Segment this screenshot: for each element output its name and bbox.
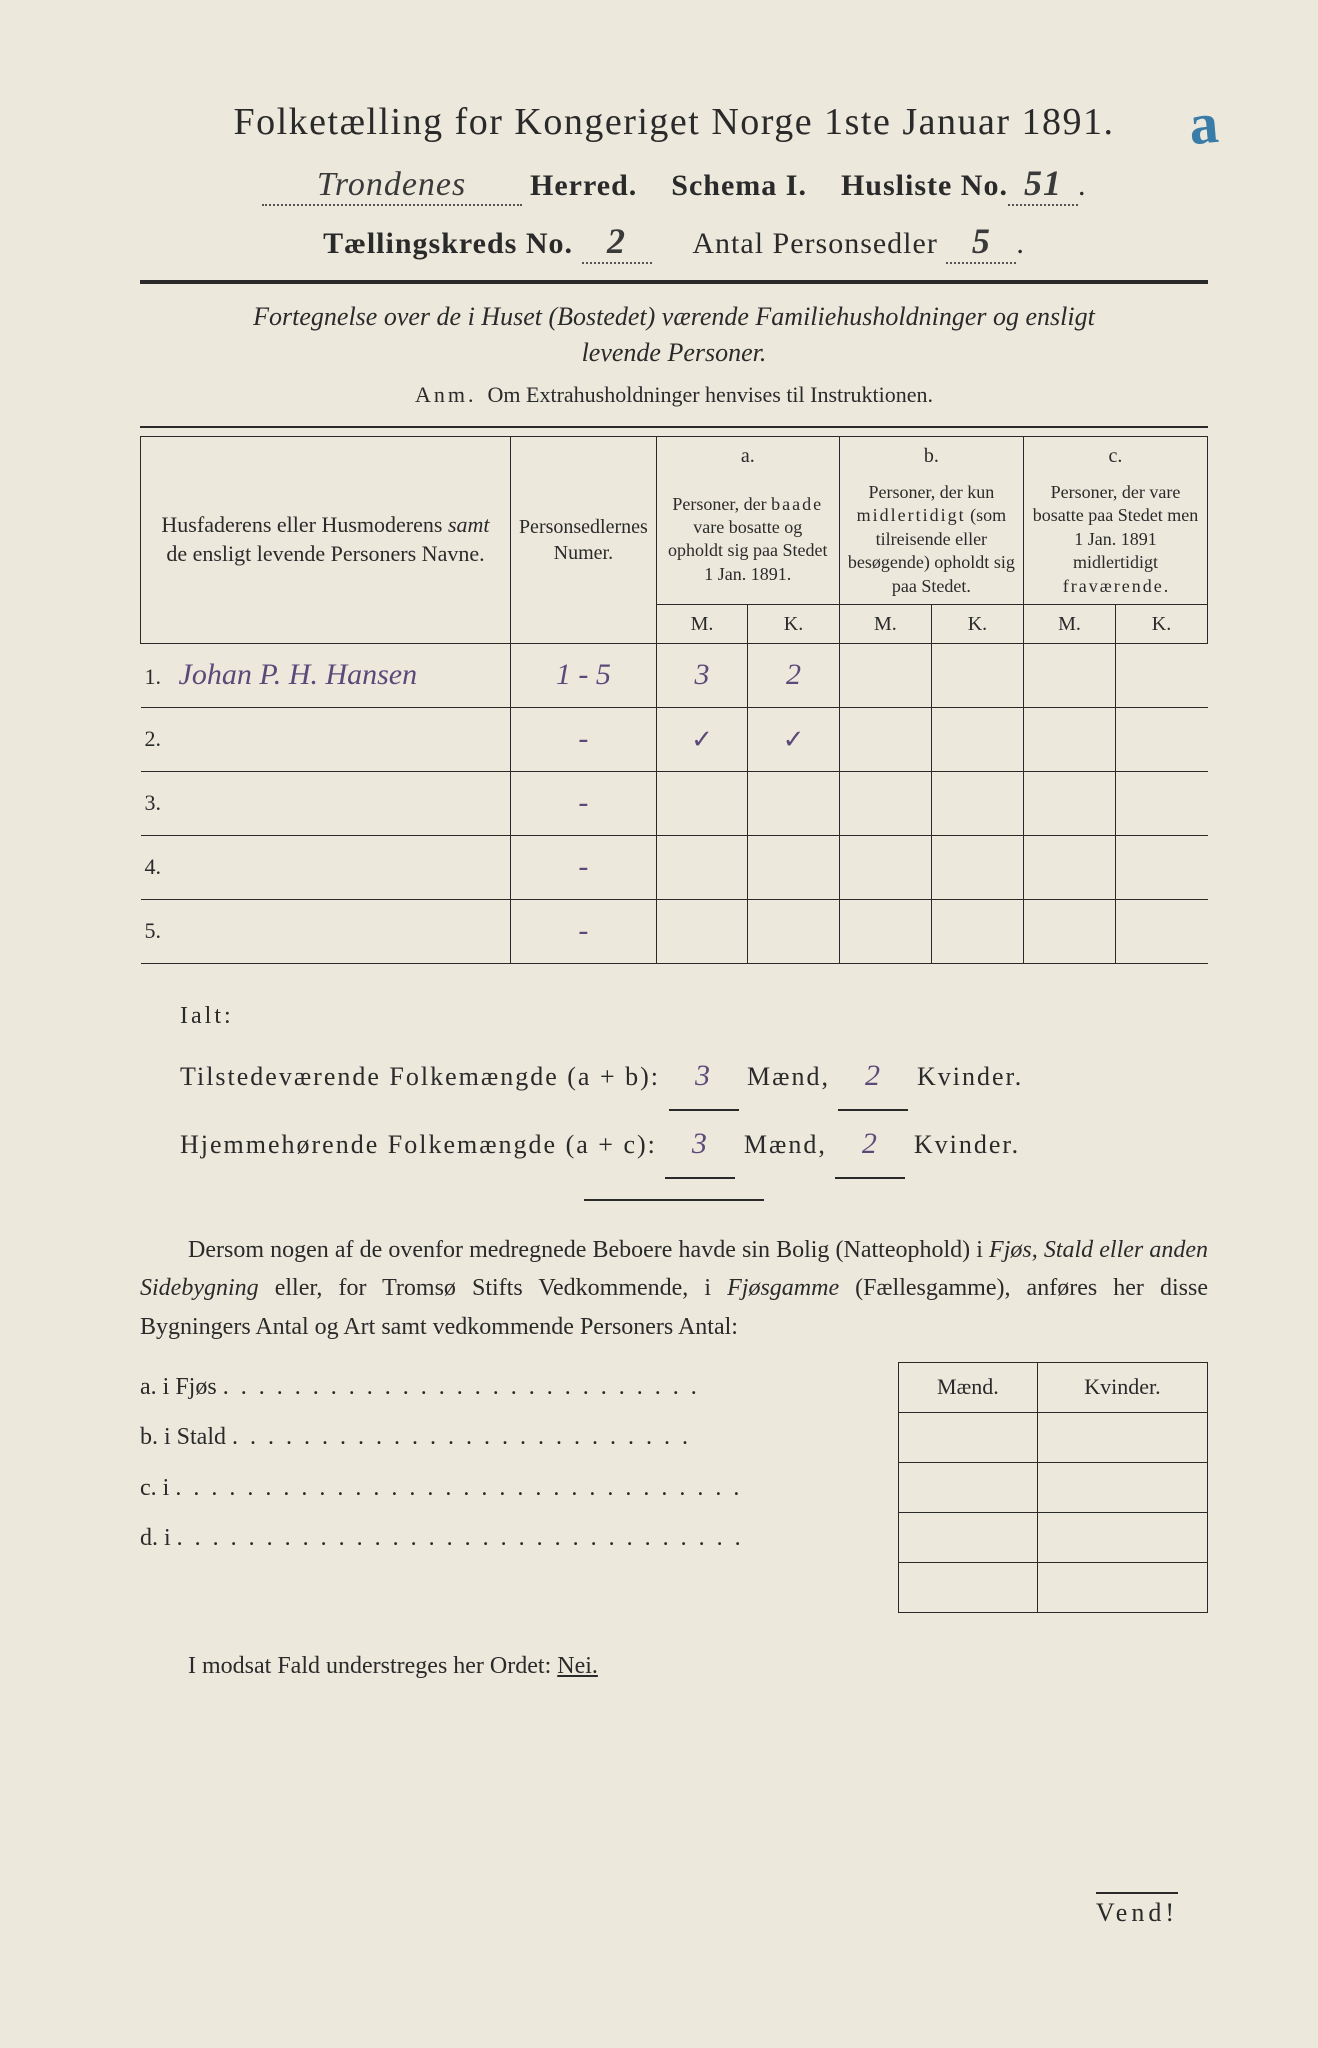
col-c-k: K. [1116, 604, 1208, 643]
kreds-no: 2 [582, 220, 652, 264]
vend-label: Vend! [1096, 1892, 1178, 1928]
subtitle-2: levende Personer. [140, 338, 1208, 368]
husliste-label: Husliste No. [841, 169, 1008, 202]
col-b-top: b. [839, 437, 1023, 476]
anm-line: Anm. Om Extrahusholdninger henvises til … [140, 382, 1208, 408]
small-col-m: Mænd. [899, 1362, 1038, 1412]
herred-value: Trondenes [262, 166, 522, 206]
small-b-k [1037, 1462, 1207, 1512]
annotation-mark: a [1186, 89, 1221, 158]
hjemme-m: 3 [665, 1111, 735, 1179]
col-a-k: K. [748, 604, 839, 643]
sedler-label: Antal Personsedler [692, 227, 937, 260]
col-a-m: M. [656, 604, 748, 643]
col-c-m: M. [1023, 604, 1115, 643]
small-d-m [899, 1562, 1038, 1612]
herred-label: Herred. [530, 169, 637, 202]
small-b-m [899, 1462, 1038, 1512]
col-a: Personer, der baade vare bosatte og opho… [656, 475, 839, 604]
totals-block: Ialt: Tilstedeværende Folkemængde (a + b… [180, 990, 1208, 1179]
dersom-paragraph: Dersom nogen af de ovenfor medregnede Be… [140, 1231, 1208, 1346]
col-c: Personer, der vare bosatte paa Stedet me… [1023, 475, 1207, 604]
main-table: Husfaderens eller Husmoderens samt de en… [140, 436, 1208, 964]
side-a: a. i Fjøs . . . . . . . . . . . . . . . … [140, 1362, 868, 1412]
hjemme-k: 2 [835, 1111, 905, 1179]
anm-text: Om Extrahusholdninger henvises til Instr… [488, 382, 933, 407]
maend-label-2: Mænd, [744, 1130, 827, 1159]
col-b-m: M. [839, 604, 931, 643]
divider-thin-1 [140, 426, 1208, 428]
small-c-m [899, 1512, 1038, 1562]
small-d-k [1037, 1562, 1207, 1612]
tilstede-m: 3 [669, 1043, 739, 1111]
small-a-m [899, 1412, 1038, 1462]
schema-label: Schema I. [671, 169, 807, 202]
col-names: Husfaderens eller Husmoderens samt de en… [141, 437, 511, 644]
small-col-k: Kvinder. [1037, 1362, 1207, 1412]
kvinder-label-2: Kvinder. [914, 1130, 1020, 1159]
col-a-top: a. [656, 437, 839, 476]
page-title: Folketælling for Kongeriget Norge 1ste J… [140, 100, 1208, 144]
side-c: c. i . . . . . . . . . . . . . . . . . .… [140, 1463, 868, 1513]
table-row: 1. Johan P. H. Hansen 1 - 5 3 2 [141, 643, 1208, 707]
tilstede-line: Tilstedeværende Folkemængde (a + b): 3 M… [180, 1043, 1208, 1111]
sedler-no: 5 [946, 220, 1016, 264]
table-row: 2. - ✓ ✓ [141, 707, 1208, 771]
anm-label: Anm. [415, 382, 477, 407]
hjemme-label: Hjemmehørende Folkemængde (a + c): [180, 1130, 657, 1159]
table-row: 3. - [141, 771, 1208, 835]
footer-text: I modsat Fald understreges her Ordet: [188, 1653, 551, 1679]
side-b: b. i Stald . . . . . . . . . . . . . . .… [140, 1412, 868, 1462]
side-list: a. i Fjøs . . . . . . . . . . . . . . . … [140, 1362, 868, 1564]
tilstede-k: 2 [838, 1043, 908, 1111]
col-numer: Personsedlernes Numer. [510, 437, 656, 644]
side-d: d. i . . . . . . . . . . . . . . . . . .… [140, 1513, 868, 1563]
short-divider [584, 1199, 764, 1201]
tilstede-label: Tilstedeværende Folkemængde (a + b): [180, 1062, 660, 1091]
small-a-k [1037, 1412, 1207, 1462]
header-line-3: Tællingskreds No. 2 Antal Personsedler 5… [140, 220, 1208, 264]
side-buildings-block: a. i Fjøs . . . . . . . . . . . . . . . … [140, 1362, 1208, 1613]
divider-thick [140, 280, 1208, 284]
husliste-no: 51 [1008, 162, 1078, 206]
table-row: 5. - [141, 899, 1208, 963]
kvinder-label-1: Kvinder. [917, 1062, 1023, 1091]
small-c-k [1037, 1512, 1207, 1562]
col-c-top: c. [1023, 437, 1207, 476]
ialt-label: Ialt: [180, 990, 1208, 1043]
table-row: 4. - [141, 835, 1208, 899]
maend-label-1: Mænd, [747, 1062, 830, 1091]
subtitle-1: Fortegnelse over de i Huset (Bostedet) v… [140, 302, 1208, 332]
small-table: Mænd. Kvinder. [898, 1362, 1208, 1613]
kreds-label: Tællingskreds No. [323, 227, 573, 260]
header-line-2: Trondenes Herred. Schema I. Husliste No.… [140, 162, 1208, 206]
col-b-k: K. [931, 604, 1023, 643]
census-form-page: a Folketælling for Kongeriget Norge 1ste… [0, 0, 1318, 2048]
nei-word: Nei. [557, 1653, 598, 1679]
footer-line: I modsat Fald understreges her Ordet: Ne… [140, 1653, 1208, 1680]
col-b: Personer, der kun midlertidigt (som tilr… [839, 475, 1023, 604]
hjemme-line: Hjemmehørende Folkemængde (a + c): 3 Mæn… [180, 1111, 1208, 1179]
